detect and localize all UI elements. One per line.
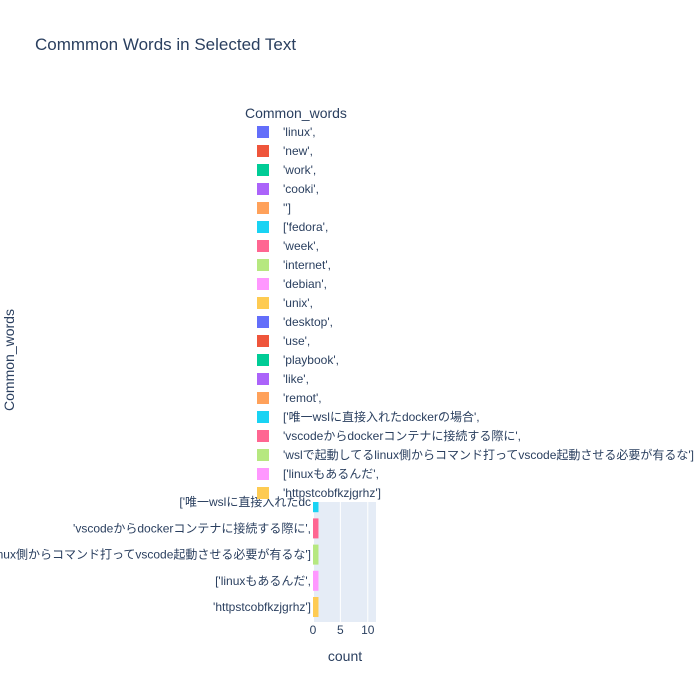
legend-swatch[interactable] bbox=[257, 354, 269, 366]
bars[interactable] bbox=[313, 502, 319, 617]
legend-swatch[interactable] bbox=[257, 183, 269, 195]
legend-swatch[interactable] bbox=[257, 468, 269, 480]
legend-item-label[interactable]: ''] bbox=[283, 201, 291, 215]
legend-item-label[interactable]: 'linux', bbox=[283, 125, 316, 139]
legend-item-label[interactable]: ['linuxもあるんだ', bbox=[283, 467, 379, 481]
legend-swatch[interactable] bbox=[257, 221, 269, 233]
y-tick-label: ['linuxもあるんだ', bbox=[215, 574, 311, 588]
plot-background bbox=[313, 502, 376, 622]
legend-item-label[interactable]: 'like', bbox=[283, 372, 309, 386]
plot-area[interactable] bbox=[312, 502, 376, 622]
y-tick-label: ['唯一wslに直接入れたdc bbox=[179, 494, 311, 509]
bar[interactable] bbox=[313, 518, 319, 539]
legend-swatch[interactable] bbox=[257, 487, 269, 499]
bar[interactable] bbox=[313, 597, 319, 617]
legend-item-label[interactable]: 'internet', bbox=[283, 258, 331, 272]
legend-swatch[interactable] bbox=[257, 278, 269, 290]
legend-item-label[interactable]: 'cooki', bbox=[283, 182, 319, 196]
legend-swatch[interactable] bbox=[257, 145, 269, 157]
legend-item-label[interactable]: ['fedora', bbox=[283, 220, 328, 234]
x-tick-label: 10 bbox=[361, 623, 375, 637]
legend-swatch[interactable] bbox=[257, 373, 269, 385]
legend-item-label[interactable]: 'debian', bbox=[283, 277, 327, 291]
legend-swatch[interactable] bbox=[257, 430, 269, 442]
legend-item-label[interactable]: 'vscodeからdockerコンテナに接続する際に', bbox=[283, 428, 521, 443]
legend-item-label[interactable]: 'playbook', bbox=[283, 353, 339, 367]
bar[interactable] bbox=[313, 502, 319, 513]
chart-title: Commmon Words in Selected Text bbox=[35, 35, 296, 54]
legend-item-label[interactable]: 'unix', bbox=[283, 296, 313, 310]
legend-swatch[interactable] bbox=[257, 259, 269, 271]
x-tick-label: 0 bbox=[310, 623, 317, 637]
y-axis-title: Common_words bbox=[1, 309, 17, 411]
legend-swatch[interactable] bbox=[257, 240, 269, 252]
bar[interactable] bbox=[313, 570, 319, 591]
legend-item-label[interactable]: ['唯一wslに直接入れたdockerの場合', bbox=[283, 409, 480, 424]
legend-item-label[interactable]: 'httpstcobfkzjgrhz'] bbox=[283, 486, 381, 500]
legend-title: Common_words bbox=[245, 105, 347, 121]
legend-swatch[interactable] bbox=[257, 449, 269, 461]
legend-swatch[interactable] bbox=[257, 202, 269, 214]
x-axis-title: count bbox=[328, 648, 362, 664]
legend-swatch[interactable] bbox=[257, 335, 269, 347]
x-tick-label: 5 bbox=[337, 623, 344, 637]
bar[interactable] bbox=[313, 544, 319, 565]
legend-swatch[interactable] bbox=[257, 411, 269, 423]
legend-item-label[interactable]: 'remot', bbox=[283, 391, 322, 405]
legend-item-label[interactable]: 'desktop', bbox=[283, 315, 333, 329]
legend-swatch[interactable] bbox=[257, 392, 269, 404]
y-tick-label: 'vscodeからdockerコンテナに接続する際に', bbox=[73, 520, 311, 535]
legend-swatch[interactable] bbox=[257, 316, 269, 328]
y-tick-label: nux側からコマンド打ってvscode起動させる必要が有るな'] bbox=[0, 547, 311, 562]
legend[interactable]: Common_words 'linux', 'new', 'work', 'cooki… bbox=[245, 105, 694, 500]
legend-item-label[interactable]: 'new', bbox=[283, 144, 313, 158]
x-tick-labels: 0 5 10 bbox=[310, 623, 375, 637]
legend-swatch[interactable] bbox=[257, 164, 269, 176]
legend-item-label[interactable]: 'work', bbox=[283, 163, 316, 177]
y-tick-label: 'httpstcobfkzjgrhz'] bbox=[213, 600, 311, 614]
y-tick-labels: ['唯一wslに直接入れたdc 'vscodeからdockerコンテナに接続する際… bbox=[0, 494, 311, 614]
legend-item-label[interactable]: 'week', bbox=[283, 239, 319, 253]
legend-item-label[interactable]: 'wslで起動してるlinux側からコマンド打ってvscode起動させる必要が有… bbox=[283, 447, 694, 462]
legend-swatch[interactable] bbox=[257, 126, 269, 138]
legend-swatch[interactable] bbox=[257, 297, 269, 309]
legend-item-label[interactable]: 'use', bbox=[283, 334, 310, 348]
